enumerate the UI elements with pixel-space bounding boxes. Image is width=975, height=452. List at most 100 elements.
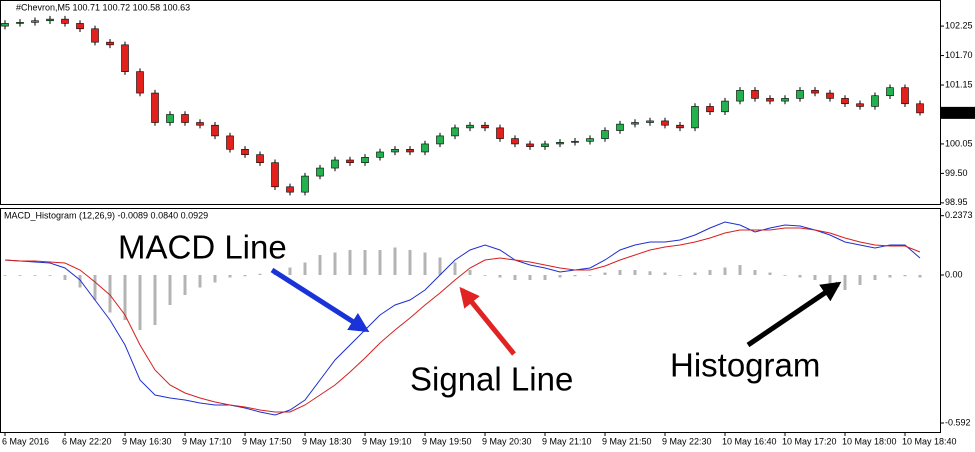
histogram-bar: [903, 275, 907, 277]
y-tick-label: 0.2373: [945, 210, 973, 220]
candle-body: [886, 87, 894, 97]
x-tick-label: 9 May 20:30: [482, 436, 532, 446]
arrow: [270, 267, 370, 333]
histogram-bar: [318, 255, 322, 275]
candle-body: [16, 22, 24, 24]
candle-body: [421, 143, 429, 153]
last-price-label: 100.63: [944, 107, 972, 117]
histogram-bar: [123, 275, 127, 320]
candle-body: [46, 18, 54, 22]
candle-body: [316, 167, 324, 177]
candle-body: [136, 71, 144, 94]
candle-body: [466, 124, 474, 129]
histogram-bar: [663, 272, 667, 275]
x-tick-label: 6 May 2016: [2, 436, 49, 446]
candle-body: [331, 159, 339, 169]
candle-body: [556, 142, 564, 145]
histogram-bar: [228, 275, 232, 278]
histogram-bar: [693, 272, 697, 275]
histogram-bar: [558, 275, 562, 278]
x-tick-label: 10 May 16:40: [722, 436, 777, 446]
x-tick-label: 10 May 18:00: [842, 436, 897, 446]
candle-body: [796, 90, 804, 99]
histogram-bar: [348, 250, 352, 275]
histogram-bar: [723, 267, 727, 275]
histogram-bar: [918, 275, 922, 278]
histogram-bar: [3, 275, 7, 276]
candle-body: [721, 100, 729, 113]
candle-body: [436, 135, 444, 145]
histogram-bar: [138, 275, 142, 330]
histogram-bar: [363, 250, 367, 275]
candle-body: [856, 103, 864, 107]
candle-body: [241, 148, 249, 155]
x-tick-label: 9 May 16:30: [122, 436, 172, 446]
annotation: Signal Line: [410, 361, 573, 398]
histogram-bar: [633, 270, 637, 275]
histogram-bar: [618, 270, 622, 275]
histogram-bar: [813, 275, 817, 280]
candle-body: [706, 106, 714, 113]
candle-body: [496, 127, 504, 139]
candle-body: [271, 162, 279, 188]
histogram-bar: [873, 275, 877, 280]
histogram-bar: [243, 275, 247, 277]
x-tick-label: 9 May 18:30: [302, 436, 352, 446]
candle-body: [406, 148, 414, 153]
candle-body: [451, 127, 459, 137]
histogram-bar: [183, 275, 187, 295]
histogram-bar: [708, 270, 712, 275]
candle-body: [346, 159, 354, 163]
histogram-bar: [168, 275, 172, 305]
plot: 102.25 101.70 101.15 100.05 99.50 98.95 100.63…: [1, 15, 975, 446]
annotation: MACD Line: [118, 229, 287, 266]
candle-body: [676, 124, 684, 129]
candle-body: [811, 90, 819, 94]
candle-body: [211, 124, 219, 137]
histogram-bar: [198, 275, 202, 288]
candle-body: [601, 130, 609, 139]
histogram-bar: [783, 275, 787, 276]
histogram-bar: [603, 272, 607, 275]
histogram-bar: [513, 275, 517, 280]
candle-body: [691, 106, 699, 129]
candle-body: [646, 120, 654, 123]
candle-body: [301, 175, 309, 193]
candle-body: [841, 98, 849, 105]
macd-title: MACD_Histogram (12,26,9) -0.0089 0.0840 …: [4, 210, 208, 220]
candle-body: [166, 114, 174, 123]
candle-body: [781, 98, 789, 102]
candle-body: [361, 157, 369, 163]
candle-body: [91, 28, 99, 43]
histogram-bar: [423, 252, 427, 275]
histogram-bar: [408, 250, 412, 275]
candle-body: [736, 90, 744, 102]
candle-body: [826, 92, 834, 99]
histogram-bar: [753, 270, 757, 275]
candle-body: [766, 98, 774, 102]
histogram-bar: [498, 275, 502, 278]
candle-body: [511, 138, 519, 145]
x-tick-label: 6 May 22:20: [62, 436, 112, 446]
histogram-bar: [798, 275, 802, 278]
y-tick-label: 101.70: [945, 50, 973, 60]
candle-body: [586, 138, 594, 142]
histogram-bar: [528, 275, 532, 280]
candle-body: [541, 143, 549, 147]
candle-body: [751, 90, 759, 99]
histogram-bar: [258, 273, 262, 275]
histogram-bar: [453, 262, 457, 275]
candle-body: [76, 23, 84, 30]
candle-body: [181, 114, 189, 123]
macd-line: [4, 227, 921, 413]
macd-line: [4, 221, 921, 416]
histogram-bar: [828, 275, 832, 285]
candle-body: [1, 23, 9, 27]
candle-body: [631, 122, 639, 125]
histogram-bar: [438, 257, 442, 275]
y-tick-label: 101.15: [945, 79, 973, 89]
x-tick-label: 9 May 19:50: [422, 436, 472, 446]
x-tick-label: 10 May 17:20: [782, 436, 837, 446]
histogram-bar: [63, 275, 67, 280]
histogram-bar: [288, 267, 292, 275]
